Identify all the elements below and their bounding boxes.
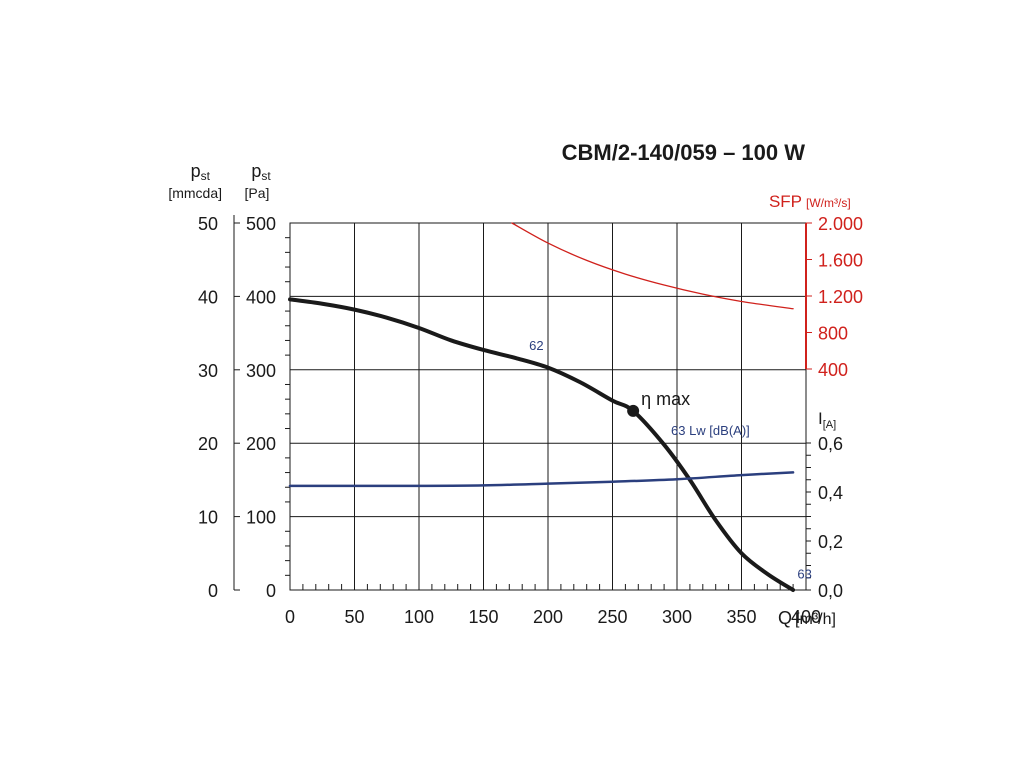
y-axis-sfp-header: SFP [W/m³/s] (769, 192, 851, 211)
y-current-tick-label: 0,0 (818, 581, 843, 601)
y-mmcda-tick-label: 0 (208, 581, 218, 601)
y-mmcda-tick-label: 50 (198, 214, 218, 234)
y-mmcda-tick-label: 40 (198, 287, 218, 307)
y-current-tick-label: 0,2 (818, 532, 843, 552)
y-pa-tick-label: 0 (266, 581, 276, 601)
annotations: η max 62 63 Lw [dB(A)] 63 (529, 338, 812, 581)
y-axis-current-label: I[A] (818, 409, 836, 431)
y-sfp-tick-label: 1.200 (818, 287, 863, 307)
y-mmcda-tick-label: 30 (198, 361, 218, 381)
x-tick-label: 0 (285, 607, 295, 627)
y-current-tick-label: 0,4 (818, 483, 843, 503)
y-mmcda-tick-label: 20 (198, 434, 218, 454)
axis-tick-labels: 0 50 100 150 200 250 300 350 4000100200300400500… (198, 214, 863, 627)
x-tick-label: 300 (662, 607, 692, 627)
x-tick-label: 350 (726, 607, 756, 627)
y-axis-sfp-label: SFP (769, 192, 802, 211)
chart-title: CBM/2-140/059 – 100 W (562, 140, 806, 165)
x-tick-label: 100 (404, 607, 434, 627)
series-pressure-curve (288, 297, 796, 592)
x-axis-label: Q [m³/h] (778, 608, 836, 628)
y-pa-tick-label: 500 (246, 214, 276, 234)
y-axis-mmcda-unit: [mmcda] (168, 185, 222, 201)
series-sfp-curve (511, 222, 794, 310)
y-pa-tick-label: 100 (246, 508, 276, 528)
y-axis-current-header: I[A] (818, 409, 836, 431)
y-pa-tick-label: 300 (246, 361, 276, 381)
noise-level-label: 62 (529, 338, 543, 353)
y-sfp-tick-label: 400 (818, 360, 848, 380)
noise-level-label: 63 Lw [dB(A)] (671, 423, 750, 438)
y-sfp-tick-label: 1.600 (818, 251, 863, 271)
x-tick-label: 150 (468, 607, 498, 627)
plot-grid (289, 222, 807, 591)
x-tick-label: 50 (344, 607, 364, 627)
x-tick-label: 400 (791, 607, 821, 627)
eta-max-label: η max (641, 389, 690, 409)
x-tick-label: 200 (533, 607, 563, 627)
y-pa-tick-label: 400 (246, 287, 276, 307)
y-pa-tick-label: 200 (246, 434, 276, 454)
x-tick-label: 250 (597, 607, 627, 627)
data-curves (288, 222, 796, 592)
y-axis-mmcda-header: pst [mmcda] (168, 161, 222, 201)
y-mmcda-tick-label: 10 (198, 508, 218, 528)
series-current-curve (288, 471, 795, 488)
y-axis-pa-label: pst (251, 161, 271, 183)
y-axis-pa-unit: [Pa] (245, 185, 270, 201)
y-sfp-tick-label: 800 (818, 324, 848, 344)
y-current-tick-label: 0,6 (818, 434, 843, 454)
y-axis-pa-header: pst [Pa] (245, 161, 272, 201)
eta-max-point (627, 404, 640, 417)
y-sfp-tick-label: 2.000 (818, 214, 863, 234)
y-axis-sfp-unit: [W/m³/s] (806, 196, 851, 210)
axis-ticks (233, 215, 812, 591)
noise-level-label: 63 (797, 566, 811, 581)
y-axis-mmcda-label: pst (191, 161, 211, 183)
